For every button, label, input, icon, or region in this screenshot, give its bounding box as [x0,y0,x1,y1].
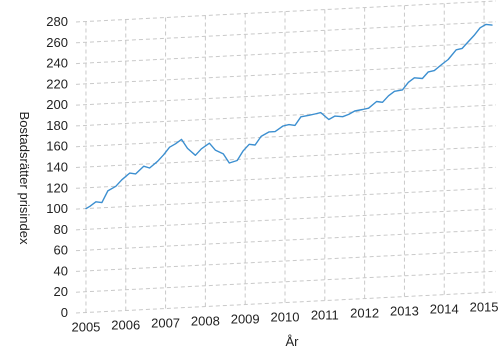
grid-line-h [75,42,497,65]
y-tick-label: 260 [46,35,68,50]
y-tick-label: 140 [46,160,68,175]
x-tick-label: 2015 [470,300,499,315]
x-tick-label: 2014 [430,302,459,317]
y-tick-label: 120 [46,180,68,195]
series-layer [85,23,493,210]
grid-line-h [75,270,497,293]
x-tick-label: 2009 [231,312,260,327]
x-tick-label: 2012 [350,306,379,321]
grid-line-h [75,21,497,44]
grid-line-h [75,208,497,231]
x-tick-labels: 2005 2006 2007 2008 2009 2010 2011 2012 2013 2014… [71,300,498,335]
y-tick-label: 280 [46,14,68,29]
y-tick-label: 80 [54,222,68,237]
grid-line-h [75,229,497,252]
y-tick-label: 0 [61,305,68,320]
x-tick-label: 2008 [191,314,220,329]
y-tick-label: 240 [46,56,68,71]
x-tick-label: 2006 [111,318,140,333]
x-tick-label: 2013 [390,304,419,319]
x-tick-label: 2010 [271,310,300,325]
y-tick-label: 180 [46,118,68,133]
grid-line-h [75,104,497,127]
grid-line-h [75,166,497,189]
x-axis-label: År [286,334,300,349]
grid-line-h [75,0,497,23]
y-tick-label: 20 [54,284,68,299]
y-tick-labels: 0 20 40 60 80 100 120 140 160 180 200 220 240 260 280 [46,14,68,320]
grid-line-h [75,62,497,85]
series-line-1 [85,23,493,210]
y-tick-label: 220 [46,76,68,91]
y-tick-label: 60 [54,243,68,258]
y-tick-label: 40 [54,263,68,278]
x-tick-label: 2007 [151,316,180,331]
grid-line-h [75,291,497,314]
grid-line-h [75,146,497,168]
y-axis-label: Bostadsrätter prisindex [17,112,32,245]
grid-line-h [75,83,497,106]
grid-line-h [75,249,497,272]
y-tick-label: 100 [46,201,68,216]
x-tick-label: 2005 [71,320,100,335]
grid-line-h [75,187,497,210]
y-tick-label: 160 [46,139,68,154]
grid-line-h [75,125,497,148]
x-tick-label: 2011 [311,308,339,323]
y-tick-label: 200 [46,97,68,112]
grid [75,0,497,314]
